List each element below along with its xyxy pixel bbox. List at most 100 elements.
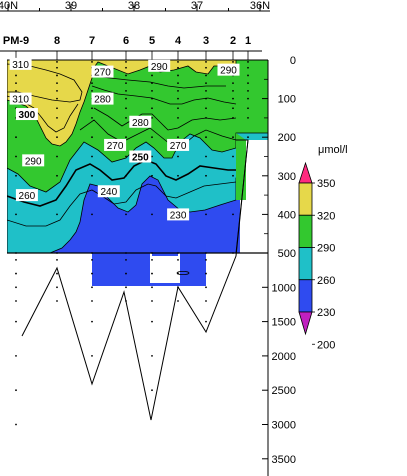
sample-dot bbox=[15, 423, 17, 426]
contour-label: 290 bbox=[25, 156, 42, 167]
depth-tick-label: 500 bbox=[278, 248, 296, 260]
depth-tick-label: 2000 bbox=[272, 351, 296, 363]
sample-dot bbox=[177, 174, 179, 177]
station-label: 6 bbox=[123, 35, 129, 47]
colorbar-swatch bbox=[298, 161, 313, 184]
deep-fill bbox=[92, 253, 206, 286]
sample-dot bbox=[151, 300, 153, 302]
sample-dot bbox=[205, 174, 207, 177]
contour-label: 310 bbox=[12, 60, 29, 71]
sample-dot bbox=[151, 286, 153, 289]
contour-label: 280 bbox=[132, 118, 149, 129]
sample-dot bbox=[56, 107, 58, 110]
sample-dot bbox=[91, 61, 93, 63]
sample-dot bbox=[177, 117, 179, 119]
lower-panel bbox=[7, 139, 268, 421]
sample-dot bbox=[15, 82, 17, 85]
sample-dot bbox=[125, 155, 127, 158]
sample-dot bbox=[125, 258, 127, 261]
sample-dot bbox=[205, 74, 207, 77]
sample-dot bbox=[151, 136, 153, 139]
sample-dot bbox=[15, 258, 17, 261]
sample-dot bbox=[205, 136, 207, 139]
sample-dot bbox=[247, 136, 249, 139]
contour-label: 260 bbox=[19, 191, 36, 202]
sample-dot bbox=[56, 300, 58, 302]
sample-dot bbox=[205, 320, 207, 323]
sample-dot bbox=[56, 272, 58, 275]
depth-tick-label: 400 bbox=[278, 209, 296, 221]
sample-dot bbox=[232, 155, 234, 158]
sample-dot bbox=[125, 89, 127, 92]
contour-label-bg bbox=[91, 92, 114, 105]
sample-dot bbox=[56, 258, 58, 261]
sample-dot bbox=[125, 61, 127, 63]
sample-dot bbox=[91, 355, 93, 357]
sample-dot bbox=[125, 252, 127, 254]
colorbar-level-label: 290 bbox=[317, 243, 335, 255]
contour-label: 230 bbox=[170, 210, 187, 221]
lat-tick-label: 37 bbox=[191, 0, 203, 12]
sample-dot bbox=[15, 213, 17, 216]
sample-dot bbox=[15, 174, 17, 177]
colorbar-swatch bbox=[298, 279, 313, 313]
contour-label-bg bbox=[15, 108, 38, 121]
lat-tick-label: 40N bbox=[0, 0, 18, 12]
contour-label-bg bbox=[9, 57, 32, 70]
contour-label-bg bbox=[22, 154, 45, 167]
sample-dot bbox=[247, 89, 249, 92]
station-label: 5 bbox=[149, 35, 155, 47]
sample-dot bbox=[91, 89, 93, 92]
isoline-250 bbox=[7, 159, 240, 207]
sample-dot bbox=[247, 82, 249, 85]
sample-dot bbox=[151, 117, 153, 119]
sample-dot bbox=[56, 66, 58, 69]
sample-dot bbox=[56, 74, 58, 77]
sample-dot bbox=[232, 213, 234, 216]
depth-tick-label: 200 bbox=[278, 132, 296, 144]
sample-dot bbox=[151, 82, 153, 85]
contour-label: 280 bbox=[94, 95, 111, 106]
sample-dot bbox=[15, 136, 17, 139]
sample-dot bbox=[177, 155, 179, 158]
station-label: 7 bbox=[89, 35, 95, 47]
sample-dot bbox=[15, 155, 17, 158]
sample-dot bbox=[205, 272, 207, 275]
contour-label-bg bbox=[167, 138, 190, 151]
sample-dot bbox=[56, 117, 58, 119]
contour-label-bg bbox=[104, 138, 127, 151]
sample-dot bbox=[125, 117, 127, 119]
sample-dot bbox=[247, 97, 249, 100]
contour-label: 270 bbox=[170, 141, 187, 152]
sample-dot bbox=[125, 136, 127, 139]
sample-dot bbox=[205, 286, 207, 289]
sample-dot bbox=[56, 174, 58, 177]
sample-dot bbox=[232, 89, 234, 92]
sample-dot bbox=[205, 82, 207, 85]
depth-tick-label: 3000 bbox=[272, 420, 296, 432]
contour-label-bg bbox=[91, 65, 114, 78]
lat-tick-label: 39 bbox=[65, 0, 77, 12]
sample-dot bbox=[56, 89, 58, 92]
sample-dot bbox=[151, 258, 153, 261]
sample-dot bbox=[125, 272, 127, 275]
sample-dot bbox=[205, 252, 207, 254]
colorbar-swatch bbox=[298, 247, 313, 281]
sample-dot bbox=[205, 66, 207, 69]
sample-dot bbox=[232, 252, 234, 254]
contour-label-bg bbox=[167, 208, 190, 221]
sample-dot bbox=[15, 389, 17, 392]
sample-dot bbox=[205, 258, 207, 261]
sample-dot bbox=[205, 213, 207, 216]
sample-dot bbox=[15, 286, 17, 289]
depth-axis: 0 100 200 300 400 500 1000 1500 2000 2500 3000 3500 bbox=[262, 55, 296, 466]
sample-dot bbox=[56, 97, 58, 100]
sample-dot bbox=[151, 74, 153, 77]
contour-label: 300 bbox=[19, 110, 36, 121]
sample-dot bbox=[247, 66, 249, 69]
depth-tick-label: 300 bbox=[278, 171, 296, 183]
station-label: 1 bbox=[245, 35, 251, 47]
sample-dot bbox=[177, 66, 179, 69]
sample-dot bbox=[15, 252, 17, 254]
sample-dot bbox=[125, 300, 127, 302]
